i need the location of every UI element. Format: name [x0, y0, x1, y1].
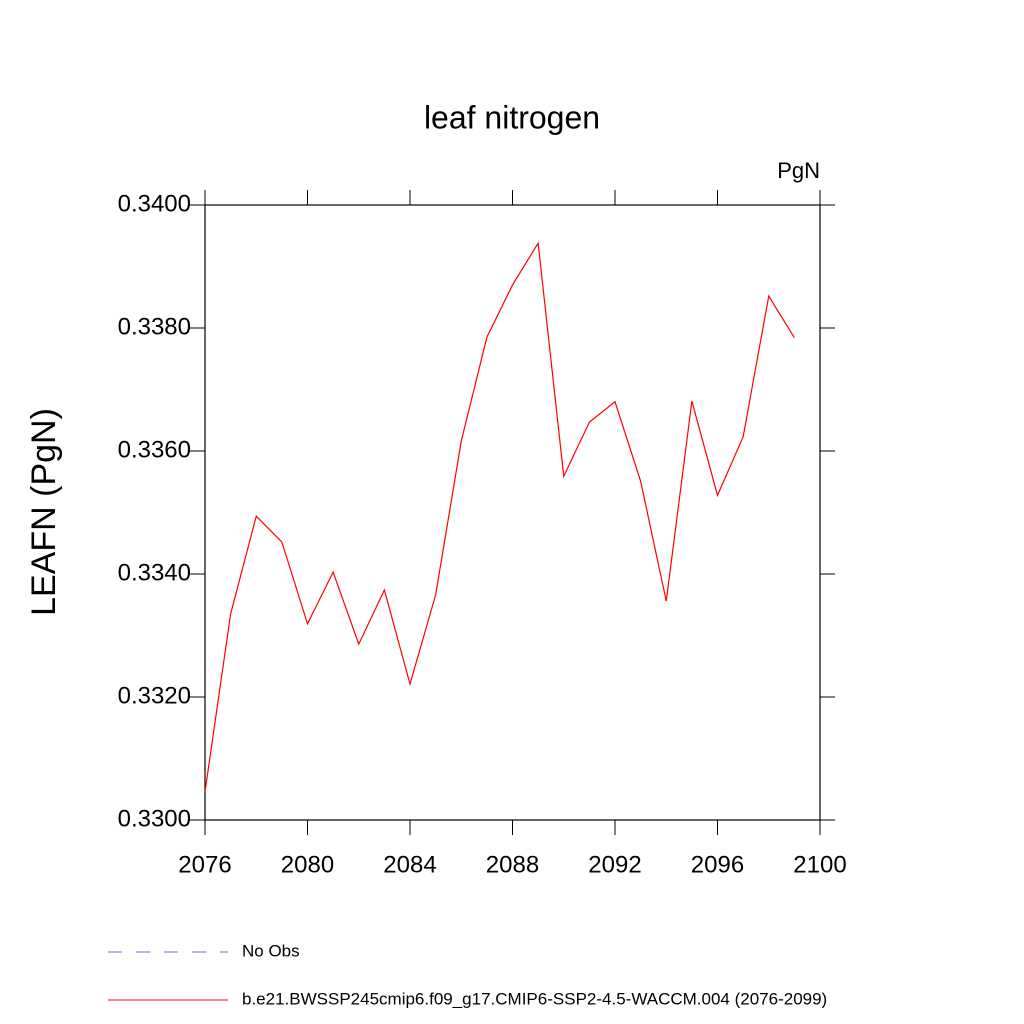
x-tick-label: 2100 — [793, 851, 846, 878]
units-label: PgN — [777, 158, 820, 183]
y-tick-label: 0.3400 — [118, 190, 191, 217]
y-tick-label: 0.3380 — [118, 313, 191, 340]
x-tick-label: 2080 — [281, 851, 334, 878]
x-tick-label: 2096 — [691, 851, 744, 878]
data-line — [204, 241, 795, 792]
plot-frame — [204, 204, 821, 821]
y-tick-label: 0.3360 — [118, 436, 191, 463]
x-tick-label: 2088 — [486, 851, 539, 878]
x-tick-label: 2092 — [588, 851, 641, 878]
legend-label: b.e21.BWSSP245cmip6.f09_g17.CMIP6-SSP2-4… — [242, 989, 827, 1008]
legend-label: No Obs — [242, 941, 300, 960]
x-tick-label: 2084 — [383, 851, 436, 878]
chart-title: leaf nitrogen — [424, 99, 600, 135]
y-tick-label: 0.3320 — [118, 682, 191, 709]
x-tick-label: 2076 — [178, 851, 231, 878]
y-tick-label: 0.3300 — [118, 805, 191, 832]
y-axis-label: LEAFN (PgN) — [25, 408, 63, 616]
y-tick-label: 0.3340 — [118, 559, 191, 586]
